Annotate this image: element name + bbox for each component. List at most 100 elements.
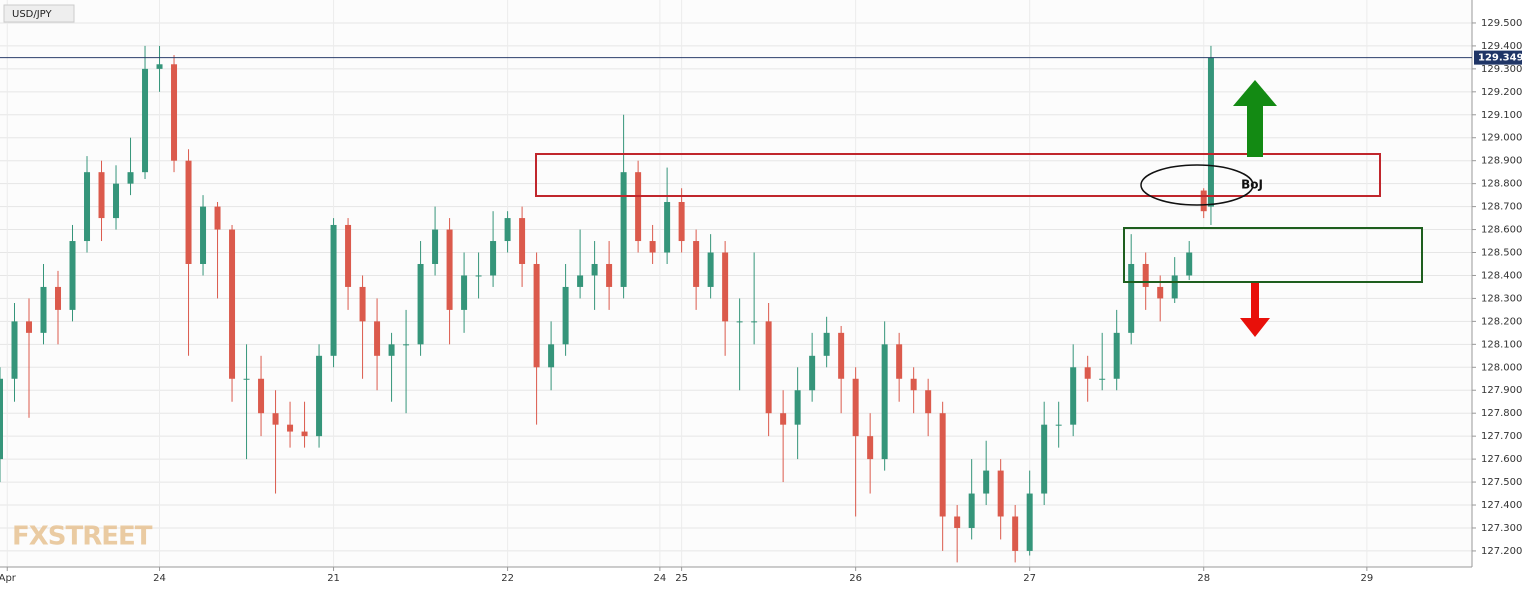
- x-tick-label: 21: [327, 573, 340, 584]
- down-arrow: [1240, 283, 1270, 337]
- candle-body: [1171, 275, 1178, 299]
- candle-body: [0, 378, 3, 460]
- candle-body: [1113, 332, 1120, 379]
- candle-body: [330, 224, 337, 356]
- candle-body: [504, 218, 511, 242]
- y-tick-label: 129.100: [1481, 110, 1522, 121]
- y-tick-label: 128.500: [1481, 248, 1522, 259]
- y-tick-label: 127.800: [1481, 408, 1522, 419]
- support-box: [1123, 227, 1423, 283]
- candle-body: [794, 390, 801, 425]
- y-tick-label: 129.000: [1481, 133, 1522, 144]
- candle-body: [591, 263, 598, 276]
- y-tick-label: 128.700: [1481, 202, 1522, 213]
- candle-body: [1084, 367, 1091, 379]
- candle-body: [301, 431, 308, 437]
- y-tick-label: 129.300: [1481, 64, 1522, 75]
- candle-body: [693, 241, 700, 287]
- candle-body: [200, 206, 207, 264]
- candle-body: [84, 172, 91, 242]
- candle-body: [765, 321, 772, 414]
- y-tick-label: 128.800: [1481, 179, 1522, 190]
- y-tick-label: 127.500: [1481, 477, 1522, 488]
- candle-body: [359, 286, 366, 322]
- y-tick-label: 128.900: [1481, 156, 1522, 167]
- candle-body: [490, 241, 497, 276]
- candle-body: [272, 413, 279, 425]
- candle-body: [577, 275, 584, 287]
- candle-body: [780, 413, 787, 425]
- candle-body: [461, 275, 468, 310]
- candle-body: [896, 344, 903, 379]
- candle-body: [1207, 57, 1214, 207]
- y-tick-label: 128.400: [1481, 270, 1522, 281]
- y-tick-label: 129.400: [1481, 41, 1522, 52]
- y-tick-label: 129.500: [1481, 18, 1522, 29]
- candle-body: [1041, 424, 1048, 494]
- last-price-box: [1474, 50, 1522, 65]
- candle-body: [954, 516, 961, 528]
- y-tick-label: 127.200: [1481, 546, 1522, 557]
- candle-body: [533, 263, 540, 368]
- y-tick-label: 127.600: [1481, 454, 1522, 465]
- candle-body: [910, 378, 917, 391]
- x-tick-label: 25: [675, 573, 688, 584]
- watermark: FXSTREET: [12, 522, 153, 552]
- candle-body: [736, 321, 743, 323]
- candle-body: [113, 183, 120, 219]
- candle-body: [374, 321, 381, 356]
- candle-body: [475, 275, 482, 277]
- candle-body: [925, 390, 932, 414]
- candle-body: [316, 355, 323, 437]
- candle-body: [243, 378, 250, 380]
- candle-body: [809, 355, 816, 391]
- candle-body: [69, 241, 76, 310]
- candle-body: [185, 160, 192, 264]
- candle-body: [142, 68, 149, 173]
- y-tick-label: 128.000: [1481, 362, 1522, 373]
- candle-body: [417, 263, 424, 345]
- candle-body: [258, 378, 265, 414]
- grid: [0, 0, 1472, 567]
- candle-body: [881, 344, 888, 460]
- candle-body: [127, 172, 134, 184]
- candle-body: [983, 470, 990, 494]
- candle-body: [214, 206, 221, 230]
- candle-body: [1099, 378, 1106, 380]
- candle-body: [606, 263, 613, 287]
- candle-body: [26, 321, 33, 333]
- candle-body: [562, 286, 569, 345]
- candle-body: [1055, 424, 1062, 426]
- candle-body: [519, 218, 526, 264]
- y-tick-label: 129.200: [1481, 87, 1522, 98]
- candle-body: [229, 229, 236, 379]
- candle-body: [707, 252, 714, 287]
- y-tick-label: 127.700: [1481, 431, 1522, 442]
- x-tick-label: 29: [1360, 573, 1373, 584]
- boj-label: BoJ: [1241, 178, 1263, 192]
- y-tick-label: 128.100: [1481, 339, 1522, 350]
- symbol-box: [3, 4, 75, 23]
- candle-body: [838, 332, 845, 379]
- candle-body: [432, 229, 439, 264]
- y-tick-label: 127.400: [1481, 500, 1522, 511]
- candle-body: [997, 470, 1004, 517]
- candle-body: [1128, 263, 1135, 333]
- candle-body: [649, 241, 656, 253]
- symbol: USD/JPY: [12, 9, 52, 20]
- candle-body: [1200, 190, 1207, 212]
- resistance-box: [535, 153, 1381, 197]
- plot-area: [0, 0, 1472, 567]
- candle-body: [678, 202, 685, 242]
- candle-body: [867, 436, 874, 460]
- candles: [0, 45, 1214, 563]
- up-arrow: [1233, 80, 1277, 157]
- candle-body: [968, 493, 975, 528]
- candle-body: [939, 413, 946, 517]
- candle-body: [403, 344, 410, 346]
- x-tick-label: 24: [653, 573, 666, 584]
- candle-body: [1070, 367, 1077, 425]
- candle-body: [635, 172, 642, 242]
- x-tick-label: Apr: [0, 573, 17, 584]
- y-tick-label: 128.300: [1481, 293, 1522, 304]
